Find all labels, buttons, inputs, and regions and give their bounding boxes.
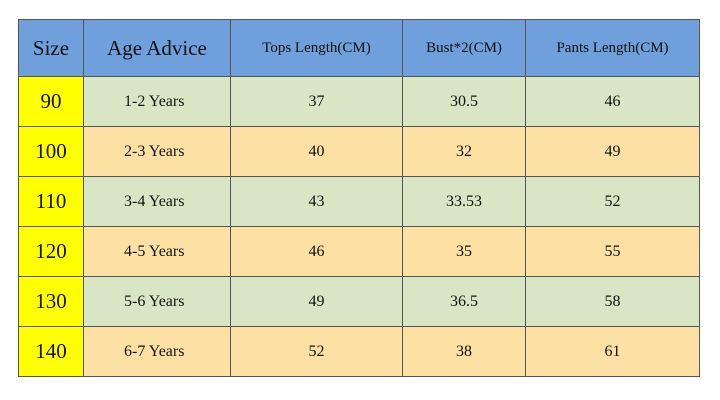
tops-cell: 49 [230,276,403,327]
age-cell: 4-5 Years [83,226,231,277]
bust-cell: 30.5 [402,76,526,127]
header-size: Size [18,19,84,77]
size-cell: 110 [18,176,84,227]
bust-cell: 33.53 [402,176,526,227]
bust-cell: 36.5 [402,276,526,327]
size-cell: 100 [18,126,84,177]
size-cell: 120 [18,226,84,277]
header-tops-length: Tops Length(CM) [230,19,403,77]
age-cell: 6-7 Years [83,326,231,377]
tops-cell: 46 [230,226,403,277]
size-cell: 90 [18,76,84,127]
size-cell: 130 [18,276,84,327]
bust-cell: 32 [402,126,526,177]
bust-cell: 35 [402,226,526,277]
table-row: 100 2-3 Years 40 32 49 [18,126,700,177]
pants-cell: 52 [525,176,700,227]
table-row: 90 1-2 Years 37 30.5 46 [18,76,700,127]
pants-cell: 58 [525,276,700,327]
table-row: 110 3-4 Years 43 33.53 52 [18,176,700,227]
table-row: 140 6-7 Years 52 38 61 [18,326,700,377]
pants-cell: 61 [525,326,700,377]
tops-cell: 40 [230,126,403,177]
header-bust: Bust*2(CM) [402,19,526,77]
pants-cell: 46 [525,76,700,127]
pants-cell: 55 [525,226,700,277]
pants-cell: 49 [525,126,700,177]
age-cell: 5-6 Years [83,276,231,327]
header-pants-length: Pants Length(CM) [525,19,700,77]
tops-cell: 43 [230,176,403,227]
size-cell: 140 [18,326,84,377]
age-cell: 1-2 Years [83,76,231,127]
size-chart-table: Size Age Advice Tops Length(CM) Bust*2(C… [18,19,700,377]
table-row: 130 5-6 Years 49 36.5 58 [18,276,700,327]
age-cell: 2-3 Years [83,126,231,177]
bust-cell: 38 [402,326,526,377]
table-row: 120 4-5 Years 46 35 55 [18,226,700,277]
header-age-advice: Age Advice [83,19,231,77]
tops-cell: 37 [230,76,403,127]
age-cell: 3-4 Years [83,176,231,227]
header-row: Size Age Advice Tops Length(CM) Bust*2(C… [18,19,700,77]
tops-cell: 52 [230,326,403,377]
